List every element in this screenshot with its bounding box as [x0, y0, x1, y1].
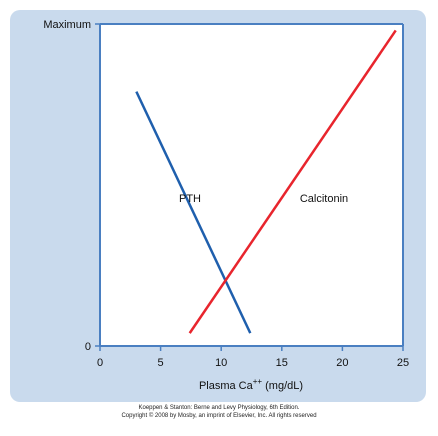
- x-axis-label: Plasma Ca++ (mg/dL): [199, 377, 303, 392]
- x-tick-label: 25: [397, 357, 409, 369]
- x-axis-label-superscript: ++: [253, 377, 263, 386]
- series-line-calcitonin: [188, 29, 397, 334]
- y-tick-label: Maximum: [43, 19, 91, 31]
- plot-area: [100, 24, 403, 346]
- x-axis-label-unit: (mg/dL): [262, 380, 303, 392]
- credit-line-1: Koeppen & Stanton: Berne and Levy Physio…: [138, 405, 300, 411]
- x-axis-label-text: Plasma Ca: [199, 380, 254, 392]
- x-tick-label: 15: [276, 357, 288, 369]
- credit-line-2: Copyright © 2008 by Mosby, an imprint of…: [121, 413, 317, 419]
- x-tick-label: 0: [97, 357, 103, 369]
- x-tick-label: 20: [336, 357, 348, 369]
- y-tick-label: 0: [85, 341, 91, 353]
- series-label-pth: PTH: [179, 193, 201, 205]
- x-tick-label: 5: [158, 357, 164, 369]
- series-label-calcitonin: Calcitonin: [300, 193, 348, 205]
- series-line-pth: [135, 91, 252, 334]
- x-tick-label: 10: [215, 357, 227, 369]
